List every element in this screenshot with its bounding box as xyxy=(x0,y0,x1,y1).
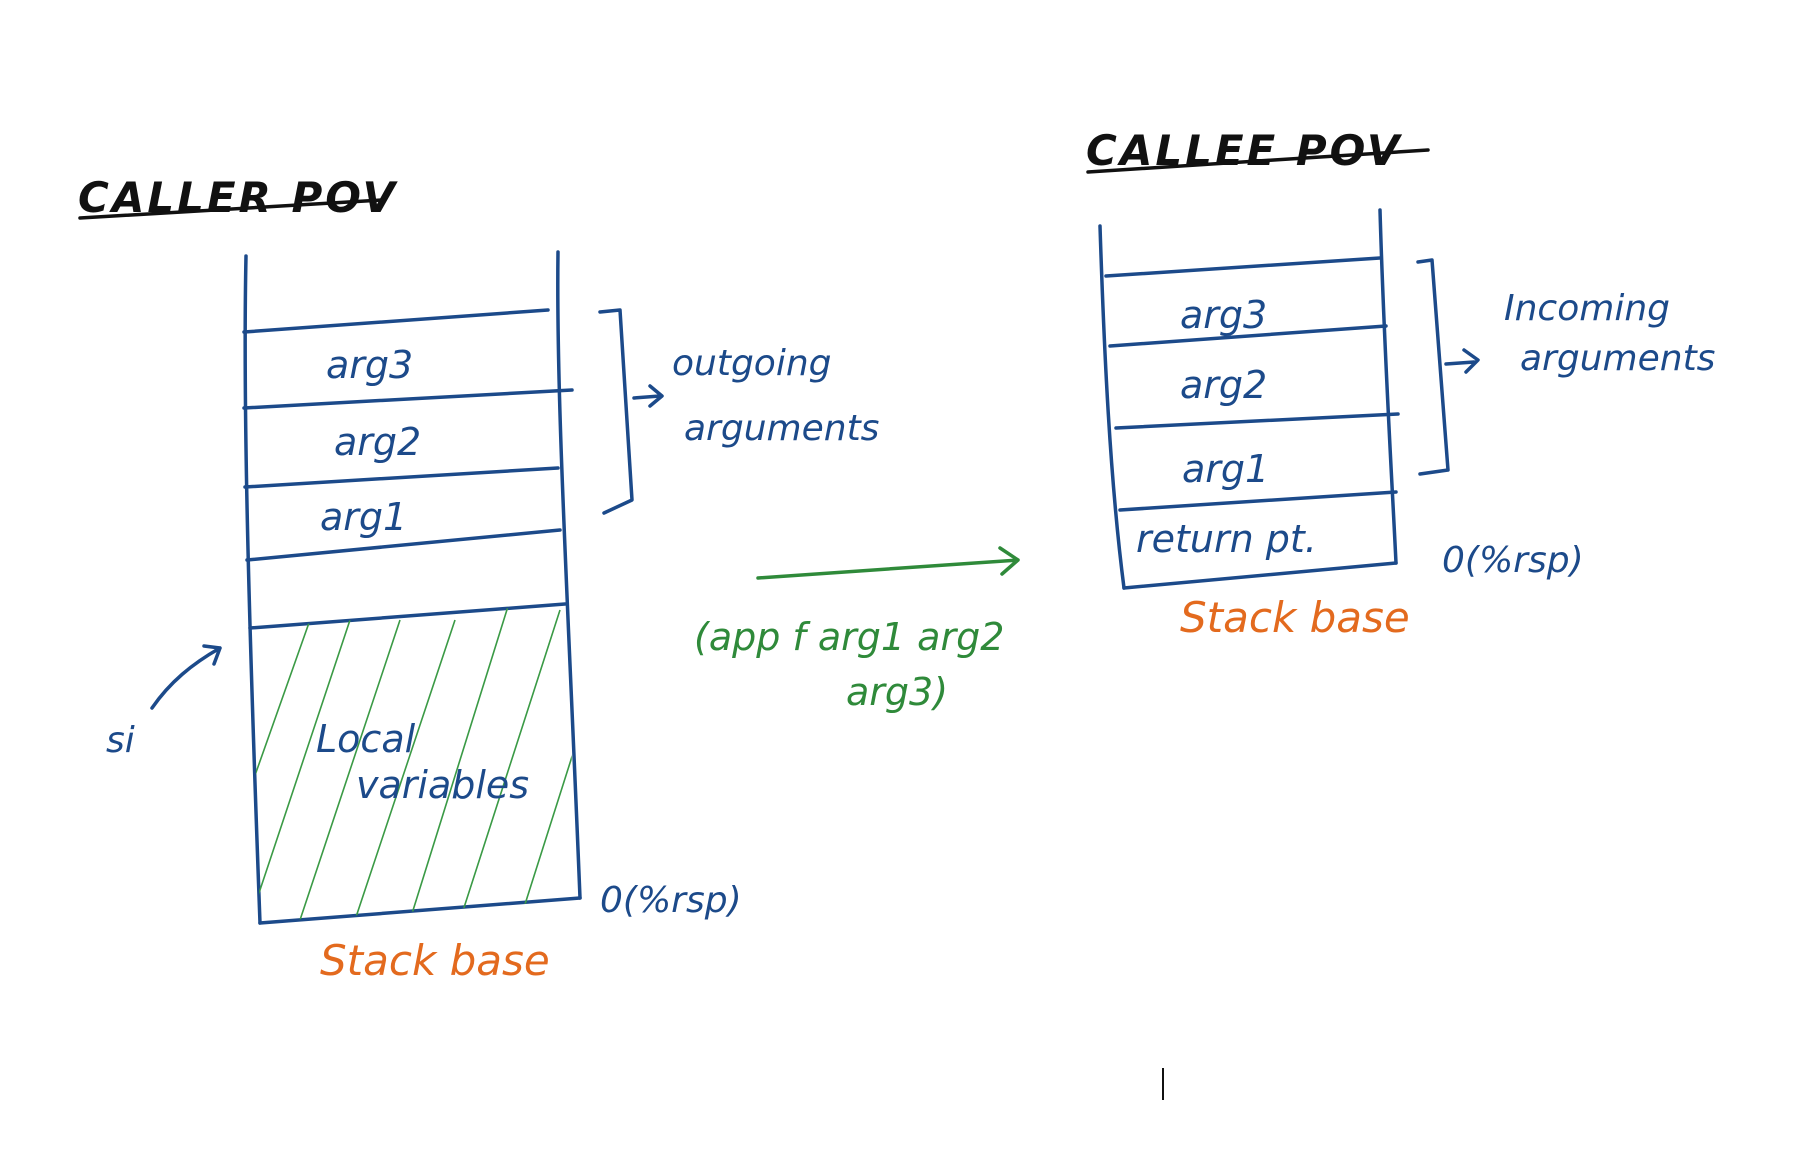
callee-title: CALLEE POV xyxy=(1086,126,1403,175)
outgoing-args-bracket xyxy=(598,308,634,515)
incoming-args-arrow-icon xyxy=(1444,348,1480,374)
callee-stack-right-wall xyxy=(1378,208,1398,565)
caller-rsp-label: 0(%rsp) xyxy=(600,880,742,921)
callee-divider xyxy=(1108,324,1388,348)
callee-stack-bottom xyxy=(1122,561,1398,590)
incoming-args-bracket xyxy=(1416,258,1450,476)
caller-divider xyxy=(245,528,562,562)
caller-divider xyxy=(243,466,560,489)
local-variables-hatching xyxy=(252,604,578,921)
caller-stack-base-label: Stack base xyxy=(320,936,550,985)
callee-divider xyxy=(1114,412,1400,430)
call-transition-arrow-icon xyxy=(756,546,1020,580)
caller-title-underline xyxy=(78,198,384,220)
incoming-args-label-line2: arguments xyxy=(1520,338,1715,379)
caller-divider xyxy=(242,308,550,334)
caller-divider xyxy=(248,602,567,630)
outgoing-args-label-line1: outgoing xyxy=(672,343,832,384)
outgoing-args-arrow-icon xyxy=(632,384,664,408)
local-variables-line2: variables xyxy=(356,763,529,807)
callee-cell-return-pt: return pt. xyxy=(1136,517,1317,561)
caller-cell-arg1: arg1 xyxy=(320,495,407,539)
caller-cell-arg2: arg2 xyxy=(334,420,421,464)
callee-cell-arg1: arg1 xyxy=(1182,447,1269,491)
outgoing-args-label-line2: arguments xyxy=(684,408,879,449)
callee-title-underline xyxy=(1086,148,1430,174)
callee-stack-base-label: Stack base xyxy=(1180,593,1410,642)
callee-cell-arg3: arg3 xyxy=(1180,293,1267,337)
call-expression-line2: arg3) xyxy=(846,670,948,714)
caller-stack: arg3 arg2 arg1 Local variables xyxy=(242,250,582,925)
callee-divider xyxy=(1118,490,1398,512)
callee-divider xyxy=(1104,256,1382,278)
caller-stack-right-wall xyxy=(556,250,582,900)
callee-rsp-label: 0(%rsp) xyxy=(1442,540,1584,581)
caller-divider xyxy=(242,388,574,410)
callee-stack: arg3 arg2 arg1 return pt. xyxy=(1098,208,1400,590)
caller-diagram: CALLER POV arg3 arg2 arg1 xyxy=(78,173,879,985)
callee-stack-left-wall xyxy=(1098,224,1126,590)
callee-diagram: CALLEE POV arg3 arg2 arg1 return pt. Inc… xyxy=(1086,126,1715,642)
call-transition: (app f arg1 arg2 arg3) xyxy=(694,546,1020,714)
callee-cell-arg2: arg2 xyxy=(1180,363,1267,407)
si-pointer-arrow-icon xyxy=(150,644,222,710)
local-variables-line1: Local xyxy=(316,717,416,761)
call-expression-line1: (app f arg1 arg2 xyxy=(694,615,1004,659)
si-pointer-label: si xyxy=(106,720,135,761)
incoming-args-label-line1: Incoming xyxy=(1504,288,1670,329)
caller-stack-bottom xyxy=(258,896,582,925)
caller-stack-left-wall xyxy=(243,254,262,925)
caller-cell-arg3: arg3 xyxy=(326,343,413,387)
